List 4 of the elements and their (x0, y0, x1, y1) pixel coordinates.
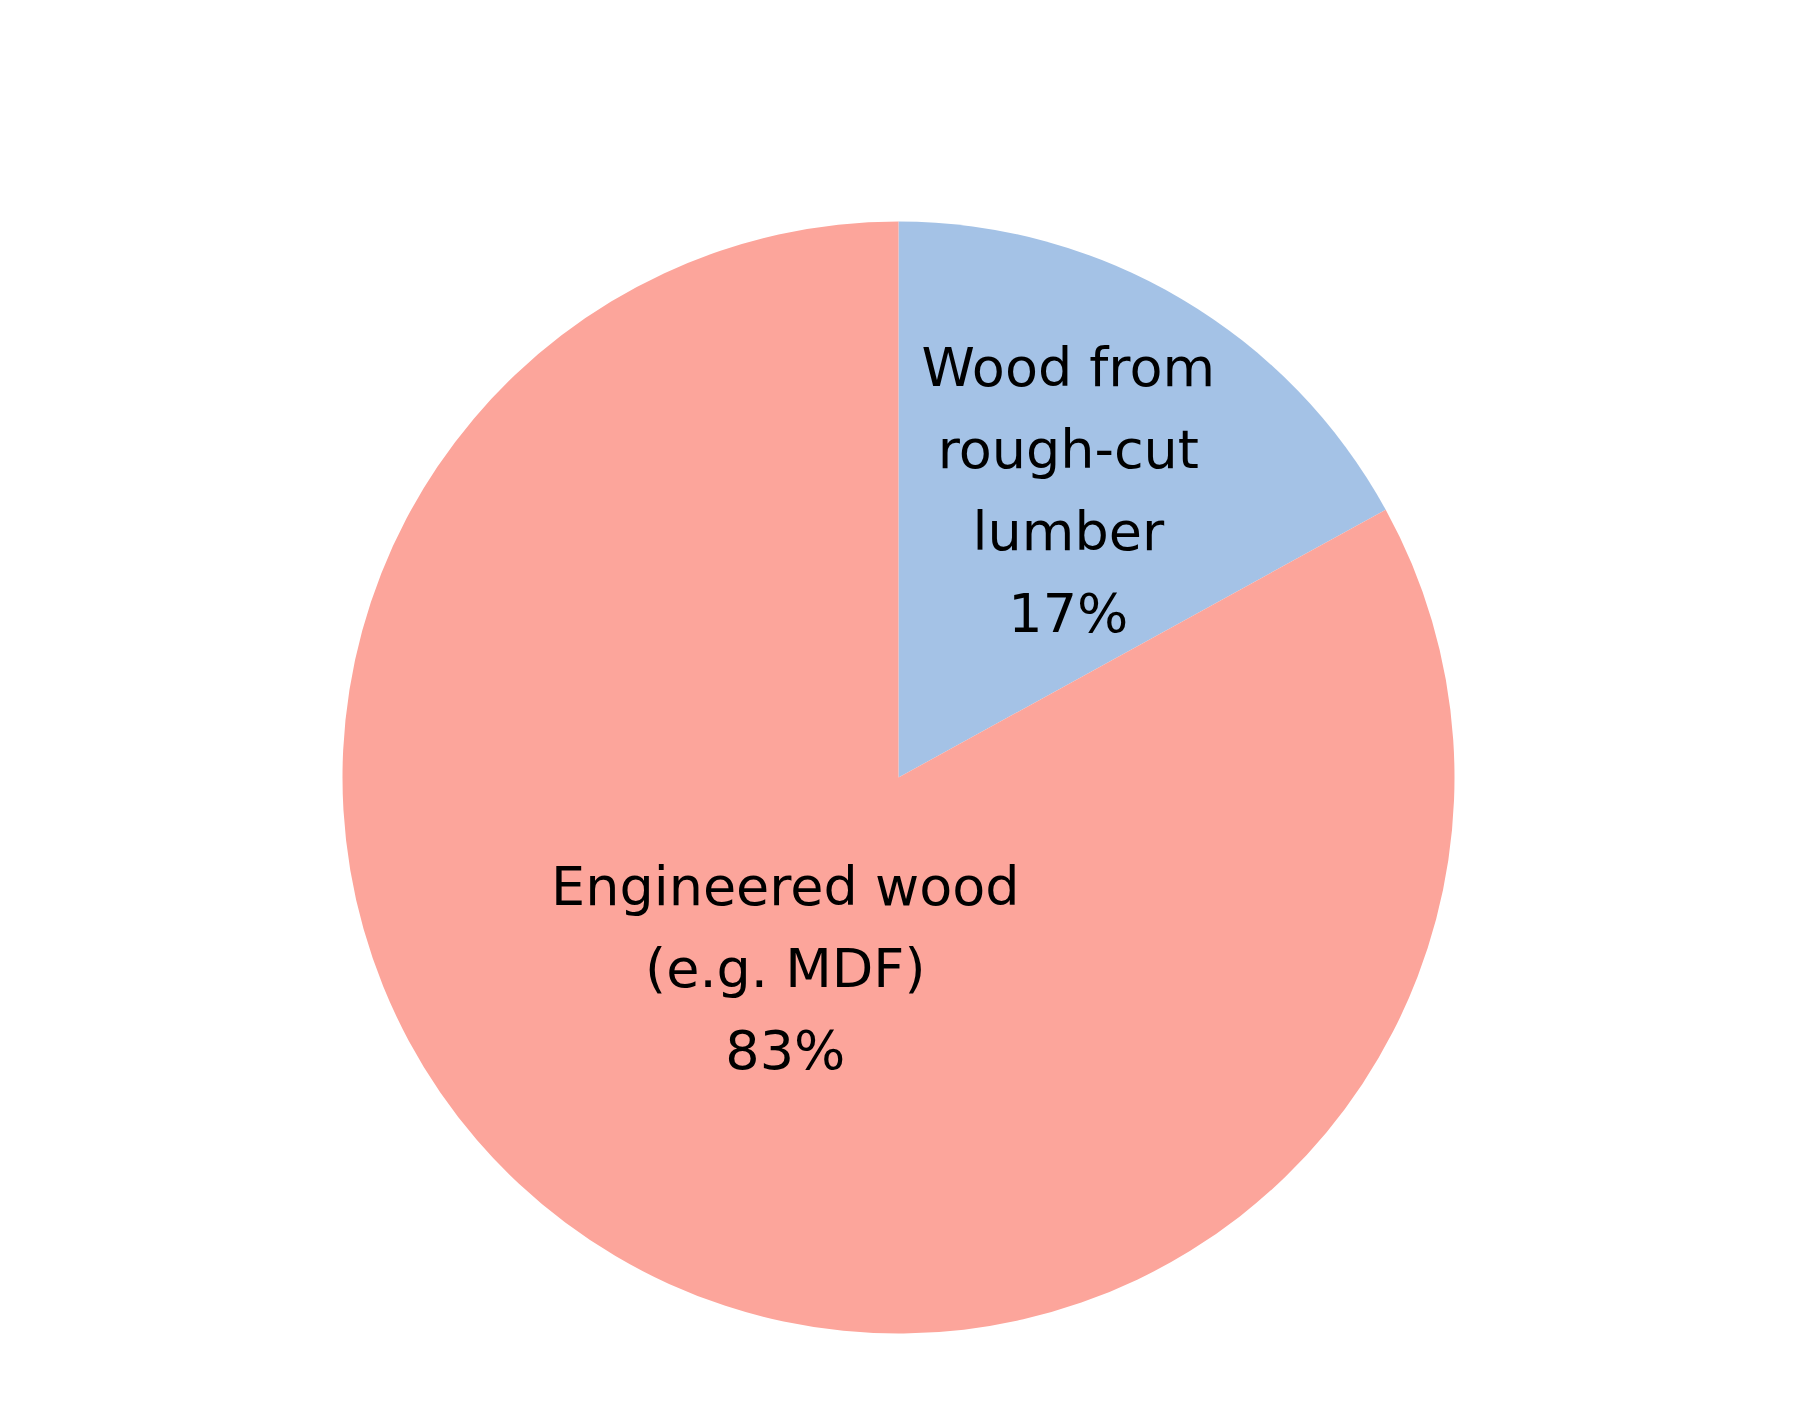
data-label: 83% (725, 1019, 846, 1083)
slice-label: Wood from rough-cut lumber (921, 335, 1216, 563)
data-label: 17% (1008, 581, 1129, 645)
slice-label: Engineered wood (e.g. MDF) (551, 855, 1020, 1001)
